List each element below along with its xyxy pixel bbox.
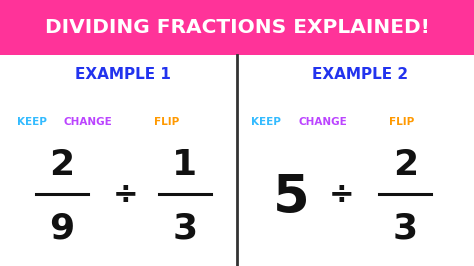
Text: ÷: ÷	[328, 180, 354, 209]
FancyBboxPatch shape	[0, 0, 474, 55]
Text: ÷: ÷	[113, 180, 138, 209]
Text: FLIP: FLIP	[154, 117, 179, 127]
Text: 3: 3	[172, 212, 198, 246]
Text: 1: 1	[172, 148, 198, 182]
Text: EXAMPLE 1: EXAMPLE 1	[75, 67, 171, 82]
Text: FLIP: FLIP	[389, 117, 414, 127]
Text: DIVIDING FRACTIONS EXPLAINED!: DIVIDING FRACTIONS EXPLAINED!	[45, 18, 429, 37]
Text: CHANGE: CHANGE	[299, 117, 347, 127]
Text: 9: 9	[49, 212, 74, 246]
Text: 2: 2	[49, 148, 74, 182]
Text: 3: 3	[392, 212, 418, 246]
Text: CHANGE: CHANGE	[64, 117, 113, 127]
Text: KEEP: KEEP	[251, 117, 281, 127]
Text: EXAMPLE 2: EXAMPLE 2	[312, 67, 408, 82]
Text: 2: 2	[392, 148, 418, 182]
Text: 5: 5	[273, 172, 310, 224]
Text: KEEP: KEEP	[17, 117, 46, 127]
